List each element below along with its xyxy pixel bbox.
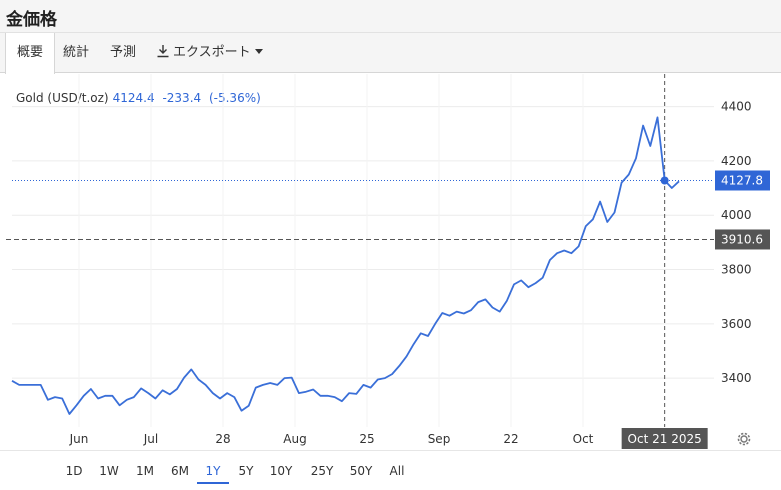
- chevron-down-icon: [254, 49, 263, 54]
- range-5y-button[interactable]: 5Y: [238, 464, 254, 478]
- legend-series-name: Gold (USD/t.oz): [16, 91, 109, 105]
- tab-export[interactable]: エクスポート: [156, 33, 263, 73]
- tab-statistics[interactable]: 統計: [63, 33, 89, 73]
- title-bar: 金価格: [0, 0, 781, 33]
- legend-value: 4124.4: [112, 91, 155, 105]
- chart-area: [0, 74, 781, 450]
- tab-statistics-label: 統計: [63, 45, 90, 60]
- tab-bar: 概要 統計 予測 エクスポート: [0, 33, 781, 74]
- range-1d-button[interactable]: 1D: [65, 464, 83, 478]
- range-25y-button[interactable]: 25Y: [310, 464, 334, 478]
- range-1m-button[interactable]: 1M: [136, 464, 154, 478]
- tab-export-label: エクスポート: [173, 45, 251, 60]
- chart-legend: Gold (USD/t.oz) 4124.4 -233.4 (-5.36%): [16, 91, 261, 105]
- range-selector: 1D 1W 1M 6M 1Y 5Y 10Y 25Y 50Y All: [0, 450, 781, 490]
- page-title: 金価格: [6, 10, 57, 30]
- tab-forecast-label: 予測: [110, 45, 137, 60]
- range-all-button[interactable]: All: [389, 464, 405, 478]
- gear-icon[interactable]: [737, 432, 751, 446]
- tab-overview-label: 概要: [16, 45, 43, 60]
- legend-change-pct: (-5.36%): [208, 91, 261, 105]
- range-1w-button[interactable]: 1W: [99, 464, 119, 478]
- range-50y-button[interactable]: 50Y: [349, 464, 373, 478]
- download-icon: [157, 45, 169, 58]
- tab-forecast[interactable]: 予測: [110, 33, 136, 73]
- range-1y-button[interactable]: 1Y: [197, 460, 229, 484]
- legend-change: -233.4: [162, 91, 202, 105]
- tab-overview[interactable]: 概要: [5, 33, 55, 74]
- range-6m-button[interactable]: 6M: [171, 464, 189, 478]
- range-10y-button[interactable]: 10Y: [269, 464, 293, 478]
